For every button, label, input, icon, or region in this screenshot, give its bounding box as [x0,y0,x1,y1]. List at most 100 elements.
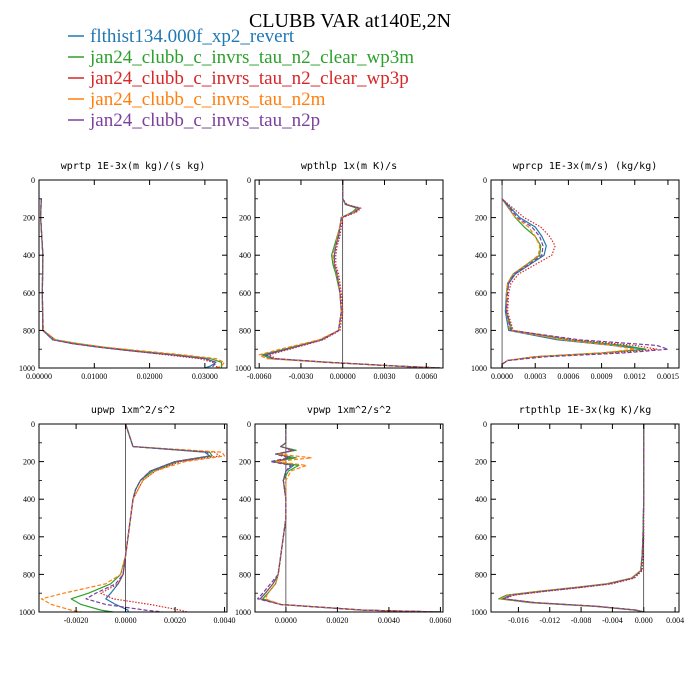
y-tick-label: 800 [23,326,35,335]
y-tick-label: 200 [475,214,487,223]
legend-label: jan24_clubb_c_invrs_tau_n2p [89,110,320,131]
chart-panel: wprtp 1E-3x(m kg)/(s kg) 0 200 400 600 800 100… [19,161,228,381]
y-tick-label: 0 [247,420,251,429]
y-tick-label: 1000 [19,364,35,373]
legend-label: flthist134.000f_xp2_revert [90,26,295,47]
x-tick-label: 0.0009 [591,372,613,381]
y-tick-label: 1000 [235,608,251,617]
chart-panel: wprcp 1E-3x(m/s) (kg/kg) 0 200 400 600 800 100… [471,161,680,381]
panel-title: upwp 1xm^2/s^2 [91,405,175,416]
x-tick-label: -0.0030 [289,372,314,381]
series-line-n2p [85,424,211,612]
x-tick-label: -0.012 [539,616,560,625]
y-tick-label: 800 [239,570,251,579]
chart-panel: wpthlp 1x(m K)/s 0 200 400 600 800 1000-0.0060… [235,161,444,381]
series-line-wp3m [262,424,441,612]
x-tick-label: 0.0006 [557,372,579,381]
series-line-wp3p [100,424,221,612]
series-group [498,424,645,612]
x-tick-label: 0.0020 [164,616,186,625]
legend-item: flthist134.000f_xp2_revert [68,26,295,47]
x-tick-label: 0.01000 [81,372,107,381]
figure-title: CLUBB VAR at140E,2N [249,10,451,32]
legend-item: jan24_clubb_c_invrs_tau_n2_clear_wp3p [68,68,409,89]
y-tick-label: 200 [239,214,251,223]
panel-title: wpthlp 1x(m K)/s [301,161,397,172]
x-tick-label: 0.0060 [415,372,437,381]
x-tick-label: 0.000 [635,616,653,625]
panel-title: wprcp 1E-3x(m/s) (kg/kg) [513,161,658,172]
x-tick-label: 0.0000 [115,616,137,625]
y-tick-label: 400 [475,495,487,504]
series-line-n2m [40,424,226,612]
series-group [40,424,226,612]
x-tick-label: 0.02000 [137,372,163,381]
x-tick-label: -0.008 [571,616,592,625]
panel-title: rtpthlp 1E-3x(kg K)/kg [519,405,651,416]
series-group [256,424,441,612]
y-tick-label: 400 [239,251,251,260]
y-tick-label: 800 [23,570,35,579]
series-line-flthist [502,424,645,612]
x-tick-label: 0.03000 [192,372,218,381]
x-tick-label: 0.0060 [429,616,451,625]
series-group [258,180,441,368]
y-tick-label: 800 [475,326,487,335]
x-tick-label: 0.0015 [657,372,679,381]
y-tick-label: 600 [475,289,487,298]
series-line-n2p [40,198,217,368]
plot-frame [490,423,680,613]
y-tick-label: 1000 [19,608,35,617]
series-line-wp3p [40,198,220,368]
x-tick-label: 0.00000 [330,372,356,381]
x-tick-label: 0.004 [666,616,684,625]
x-tick-label: 0.00000 [26,372,52,381]
y-tick-label: 600 [239,533,251,542]
y-tick-label: 600 [23,533,35,542]
legend-item: jan24_clubb_c_invrs_tau_n2_clear_wp3m [68,47,414,68]
x-tick-label: 0.0030 [374,372,396,381]
y-tick-label: 200 [23,458,35,467]
x-tick-label: 0.0000 [275,616,297,625]
y-tick-label: 0 [483,420,487,429]
series-line-n2m [499,424,645,612]
series-line-flthist [105,424,211,612]
plot-frame [490,179,680,369]
x-tick-label: -0.016 [508,616,529,625]
plot-frame [38,179,228,369]
legend-label: jan24_clubb_c_invrs_tau_n2m [89,89,326,110]
y-tick-label: 0 [483,176,487,185]
y-tick-label: 400 [23,251,35,260]
series-line-flthist [265,180,441,368]
y-tick-label: 0 [247,176,251,185]
series-line-n2p [502,424,645,612]
series-line-wp3p [268,180,441,368]
y-tick-label: 400 [239,495,251,504]
series-line-wp3m [70,424,213,612]
panel-grid: wprtp 1E-3x(m kg)/(s kg) 0 200 400 600 800 100… [19,161,684,625]
y-tick-label: 1000 [235,364,251,373]
legend-label: jan24_clubb_c_invrs_tau_n2_clear_wp3p [89,68,409,89]
y-tick-label: 0 [31,420,35,429]
series-line-n2p [256,424,441,612]
series-line-n2p [264,180,441,368]
y-tick-label: 600 [23,289,35,298]
y-tick-label: 200 [475,458,487,467]
x-tick-label: 0.0012 [624,372,646,381]
x-tick-label: -0.0020 [64,616,89,625]
chart-panel: upwp 1xm^2/s^2 0 200 400 600 800 1000 -0.0020 0.… [19,405,236,625]
series-group [501,198,669,368]
series-line-n2p [501,198,669,368]
x-tick-label: -0.004 [602,616,623,625]
series-line-n2m [258,180,441,368]
y-tick-label: 200 [23,214,35,223]
legend-item: jan24_clubb_c_invrs_tau_n2p [68,110,320,131]
series-line-n2m [501,198,636,368]
y-tick-label: 1000 [471,364,487,373]
chart-panel: vpwp 1xm^2/s^2 0 200 400 600 800 1000 0.0000 0.0… [235,405,451,625]
series-line-wp3m [261,180,441,368]
x-tick-label: 0.0040 [378,616,400,625]
y-tick-label: 200 [239,458,251,467]
y-tick-label: 1000 [471,608,487,617]
